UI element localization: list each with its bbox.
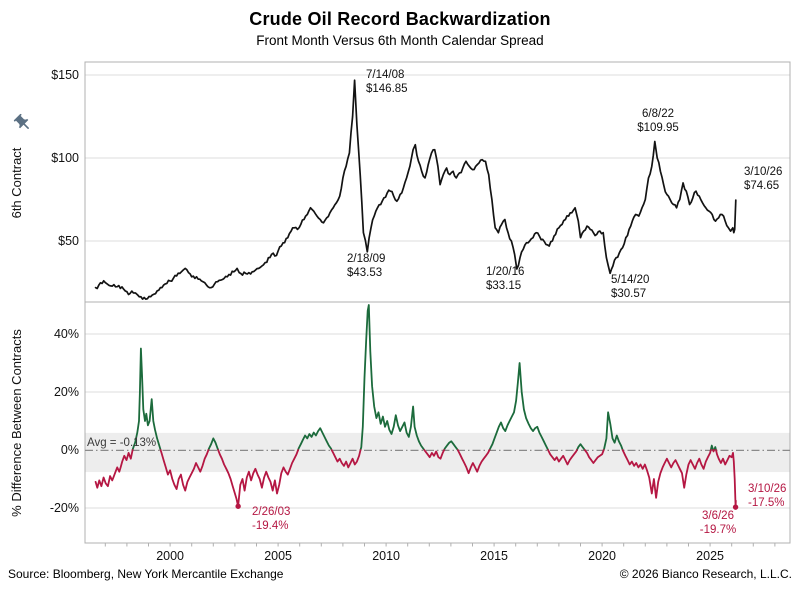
y-tick-label: $150 xyxy=(51,68,79,82)
y-tick-label: 0% xyxy=(61,443,79,457)
page-subtitle: Front Month Versus 6th Month Calendar Sp… xyxy=(256,33,544,48)
y-tick-label: 40% xyxy=(54,327,79,341)
x-tick-label: 2005 xyxy=(264,549,292,563)
footer-source: Source: Bloomberg, New York Mercantile E… xyxy=(8,567,284,581)
axis-title: % Difference Between Contracts xyxy=(9,329,24,517)
y-tick-label: $50 xyxy=(58,234,79,248)
chart-footer: Source: Bloomberg, New York Mercantile E… xyxy=(0,567,800,581)
page-title: Crude Oil Record Backwardization xyxy=(249,9,551,29)
x-tick-label: 2025 xyxy=(696,549,724,563)
y-tick-label: $100 xyxy=(51,151,79,165)
pushpin-icon xyxy=(13,113,33,133)
y-tick-label: -20% xyxy=(50,501,79,515)
x-tick-label: 2000 xyxy=(156,549,184,563)
x-tick-label: 2020 xyxy=(588,549,616,563)
y-tick-label: 20% xyxy=(54,385,79,399)
x-tick-label: 2015 xyxy=(480,549,508,563)
x-tick-label: 2010 xyxy=(372,549,400,563)
footer-copyright: © 2026 Bianco Research, L.L.C. xyxy=(619,567,792,581)
chart-header: Crude Oil Record Backwardization Front M… xyxy=(0,9,800,48)
axis-title: 6th Contract xyxy=(9,147,24,218)
